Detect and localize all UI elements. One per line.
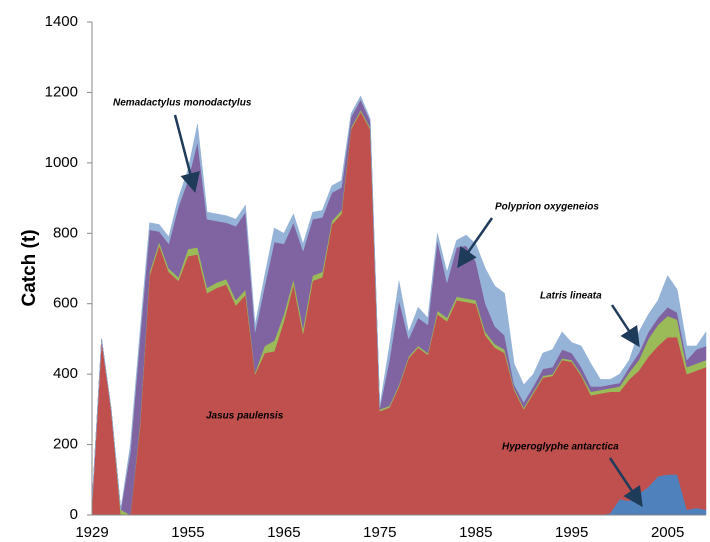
annotation-arrow xyxy=(457,217,494,269)
y-tick-label: 1400 xyxy=(45,13,78,30)
x-tick-label: 1929 xyxy=(75,524,108,541)
y-axis-title: Catch (t) xyxy=(19,229,40,306)
annotation: Nemadactylus monodactylus xyxy=(113,98,252,109)
annotation-arrow xyxy=(173,114,200,193)
annotation-arrow xyxy=(610,304,640,348)
x-tick-label: 2005 xyxy=(651,524,684,541)
y-tick-label: 200 xyxy=(53,436,78,453)
annotation: Polyprion oxygeneios xyxy=(495,202,599,213)
annotation-arrow xyxy=(608,457,643,508)
x-tick-label: 1955 xyxy=(171,524,204,541)
x-tick-label: 1975 xyxy=(363,524,396,541)
y-tick-label: 400 xyxy=(53,365,78,382)
annotation: Hyperoglyphe antarctica xyxy=(502,442,619,453)
area xyxy=(91,95,707,510)
y-tick-label: 600 xyxy=(53,295,78,312)
x-tick-label: 1995 xyxy=(555,524,588,541)
annotation: Latris lineata xyxy=(540,291,602,302)
y-tick-label: 800 xyxy=(53,224,78,241)
y-tick-label: 1000 xyxy=(45,154,78,171)
y-tick-label: 0 xyxy=(70,506,78,523)
x-tick-label: 1985 xyxy=(459,524,492,541)
annotation: Jasus paulensis xyxy=(206,411,284,422)
x-tick-label: 1965 xyxy=(267,524,300,541)
y-tick-label: 1200 xyxy=(45,83,78,100)
